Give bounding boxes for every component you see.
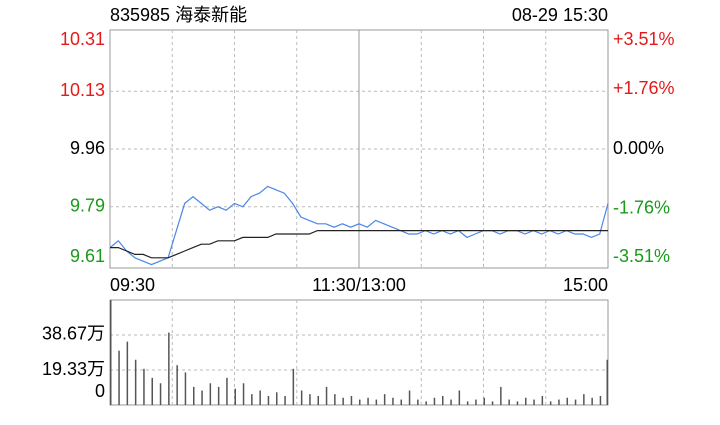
y2-tick-label: -3.51% [613, 246, 670, 266]
stock-title: 835985 海泰新能 [110, 5, 247, 25]
volume-bar [184, 372, 187, 405]
volume-bar [458, 390, 461, 405]
volume-bar [500, 386, 502, 405]
volume-bar [591, 397, 593, 405]
volume-bar [242, 383, 245, 405]
volume-bar [151, 377, 153, 405]
volume-bar [217, 386, 220, 405]
volume-bar [583, 394, 585, 405]
volume-bar [342, 397, 344, 405]
volume-bar [284, 395, 286, 405]
volume-bar [558, 399, 560, 405]
y-tick-label: 9.79 [70, 196, 105, 216]
volume-bar [549, 401, 552, 405]
y-tick-label: 10.13 [60, 80, 105, 100]
volume-bar [201, 390, 203, 405]
volume-bar [392, 397, 394, 405]
volume-bar [450, 399, 452, 405]
volume-bar [508, 399, 510, 405]
volume-bar [193, 386, 195, 405]
volume-bar [475, 399, 477, 405]
volume-bar [251, 394, 253, 405]
volume-bar [325, 386, 328, 405]
volume-bar [541, 395, 544, 405]
volume-bar [309, 394, 311, 405]
volume-bar [599, 395, 602, 405]
volume-bar [417, 399, 419, 405]
volume-bar [516, 401, 519, 405]
y-tick-label: 19.33万 [42, 359, 105, 379]
volume-bar [367, 397, 369, 405]
volume-bar [442, 395, 444, 405]
price-line [110, 230, 608, 259]
volume-bar [525, 397, 527, 405]
volume-bar [483, 397, 485, 405]
volume-bar [176, 365, 178, 405]
volume-bar [143, 368, 145, 405]
volume-bar [292, 368, 295, 405]
y2-tick-label: +1.76% [613, 78, 675, 98]
volume-bar [375, 399, 378, 405]
volume-bar [168, 332, 170, 405]
volume-bar [383, 394, 386, 405]
x-tick-label: 15:00 [563, 275, 608, 295]
volume-bar [408, 390, 411, 405]
y2-tick-label: -1.76% [613, 197, 670, 217]
volume-bar [134, 359, 137, 405]
volume-bar [574, 399, 577, 405]
y-tick-label: 38.67万 [42, 324, 105, 344]
volume-bar [259, 390, 261, 405]
y2-tick-label: +3.51% [613, 29, 675, 49]
volume-bar [606, 359, 608, 405]
y-tick-label: 9.61 [70, 246, 105, 266]
y2-tick-label: 0.00% [613, 138, 664, 158]
volume-bar [350, 395, 353, 405]
volume-bar [300, 390, 303, 405]
volume-bar [466, 401, 469, 405]
volume-bar [276, 392, 278, 405]
x-tick-label: 11:30/13:00 [312, 275, 406, 295]
volume-bar [234, 388, 236, 405]
volume-bar [433, 397, 436, 405]
volume-bar [209, 383, 212, 405]
volume-bar [566, 397, 568, 405]
volume-bar [126, 341, 129, 405]
volume-bar [533, 399, 535, 405]
volume-bar [334, 394, 336, 405]
volume-bar [267, 395, 270, 405]
volume-bar [491, 401, 494, 405]
x-tick-label: 09:30 [110, 275, 155, 295]
volume-bar [110, 300, 112, 405]
volume-bar [226, 377, 228, 405]
y-tick-label: 10.31 [60, 29, 105, 49]
volume-bar [359, 399, 361, 405]
volume-bar [317, 395, 319, 405]
volume-bar [118, 350, 120, 405]
volume-bar [400, 399, 402, 405]
y-tick-label: 0 [95, 381, 105, 401]
price-line [109, 185, 609, 266]
timestamp: 08-29 15:30 [512, 5, 608, 25]
volume-bar [159, 383, 162, 405]
y-tick-label: 9.96 [70, 138, 105, 158]
volume-bar [425, 401, 427, 405]
